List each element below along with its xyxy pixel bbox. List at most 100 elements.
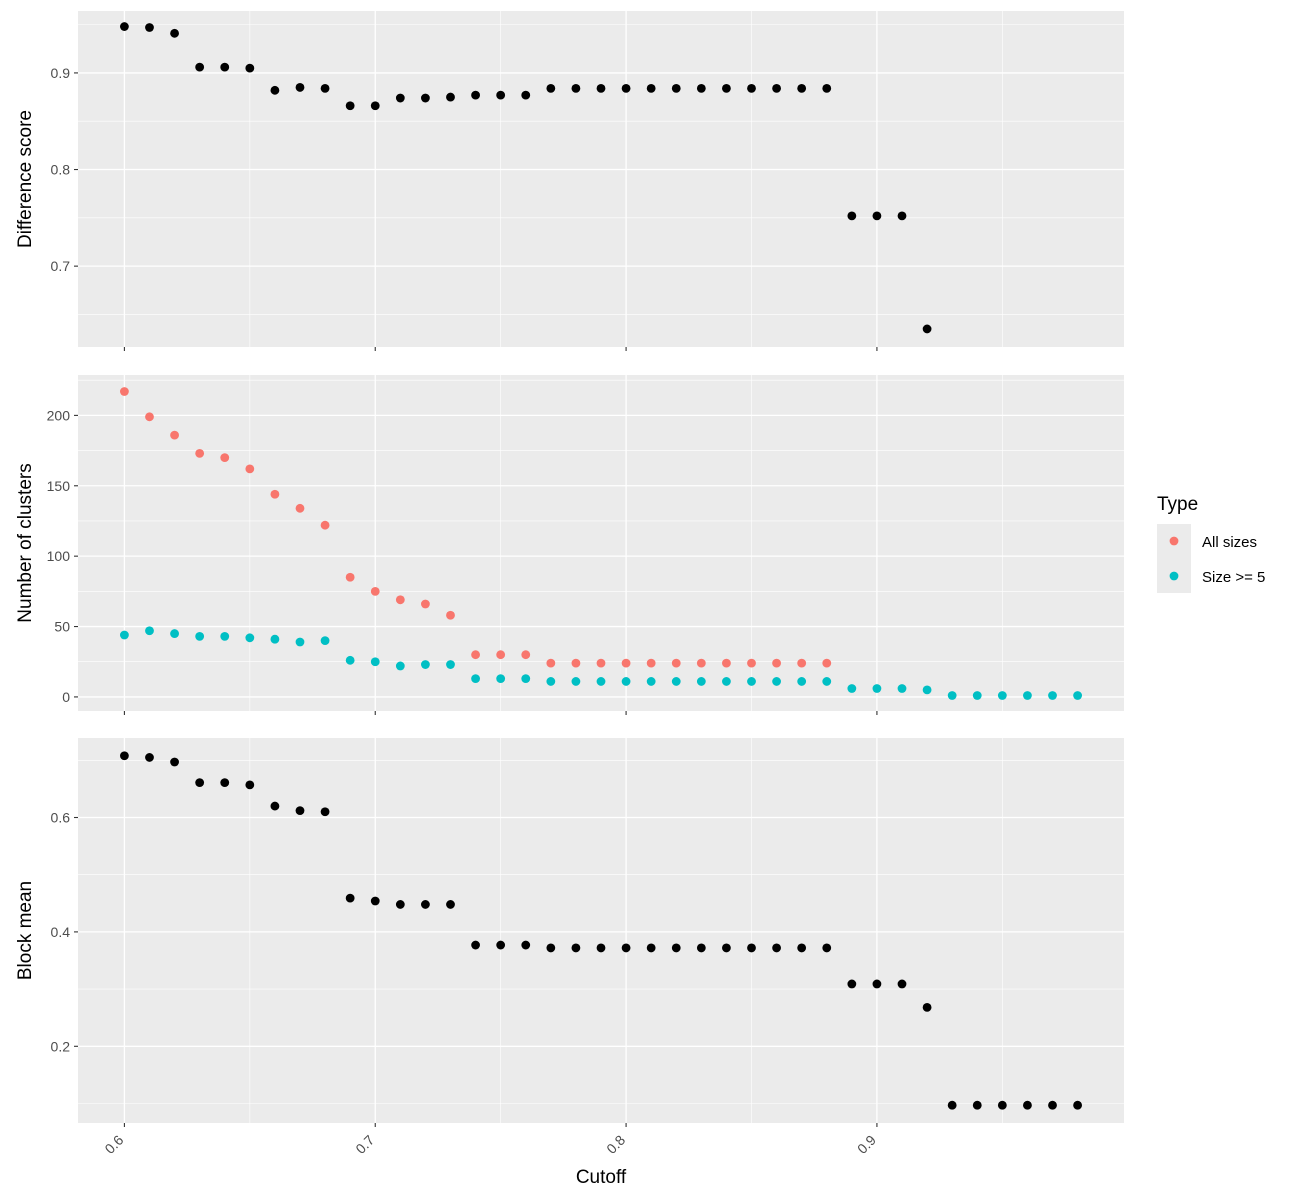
data-point	[421, 660, 430, 669]
data-point	[220, 778, 230, 788]
data-point	[847, 979, 857, 989]
data-point	[195, 778, 205, 788]
legend-label-size-ge-5: Size >= 5	[1202, 569, 1265, 586]
data-point	[997, 691, 1007, 700]
legend-label-all-sizes: All sizes	[1202, 534, 1257, 551]
y-tick-label: 0.4	[51, 924, 71, 940]
data-point	[395, 900, 405, 909]
x-tick-label: 0.8	[603, 1132, 628, 1157]
data-point	[872, 211, 882, 221]
data-point	[897, 684, 907, 693]
data-point	[295, 503, 305, 513]
data-point	[646, 943, 656, 953]
data-point	[421, 93, 430, 103]
data-point	[145, 753, 154, 762]
data-point	[722, 658, 731, 668]
data-point	[170, 430, 179, 440]
y-tick-label: 0.2	[51, 1038, 71, 1054]
data-point	[145, 412, 154, 422]
data-point	[972, 1100, 982, 1110]
data-point	[772, 658, 781, 668]
data-point	[220, 453, 230, 463]
data-point	[822, 83, 832, 93]
data-point	[145, 23, 154, 32]
data-point	[421, 599, 430, 609]
data-point	[747, 943, 756, 953]
x-tick-label: 0.6	[101, 1132, 126, 1157]
y-tick-label: 0.6	[51, 810, 71, 826]
data-point	[421, 900, 430, 909]
data-point	[696, 943, 706, 953]
panel-block-mean: 0.2 0.4 0.6 Block mean	[15, 738, 1124, 1127]
data-point	[671, 943, 681, 953]
data-point	[872, 684, 882, 693]
data-point	[1023, 1100, 1032, 1110]
series-size-5	[120, 626, 1082, 700]
data-point	[722, 677, 731, 686]
data-point	[596, 658, 606, 668]
data-point	[546, 83, 556, 93]
data-point	[696, 677, 706, 686]
data-point	[270, 634, 280, 644]
y-tick-label: 50	[54, 619, 70, 635]
data-point	[646, 658, 656, 668]
panels-layer: 0.7 0.8 0.9 Difference score 0 50 100 150 200 Num…	[15, 11, 1124, 1157]
data-point	[671, 677, 681, 686]
data-point	[320, 83, 330, 93]
y-tick-label: 0.8	[51, 162, 71, 178]
data-point	[270, 801, 280, 811]
data-point	[596, 83, 606, 93]
data-point	[145, 626, 154, 636]
data-point	[395, 595, 405, 605]
data-point	[621, 943, 631, 953]
data-point	[170, 757, 179, 767]
data-point	[295, 83, 305, 92]
data-point	[546, 658, 556, 668]
data-point	[496, 940, 506, 950]
data-point	[822, 677, 832, 686]
data-point	[847, 684, 857, 693]
series-all-sizes	[120, 387, 832, 668]
data-point	[270, 489, 280, 499]
data-point	[571, 677, 581, 686]
data-point	[471, 90, 480, 100]
data-point	[195, 62, 205, 72]
data-point	[797, 943, 807, 953]
data-point	[872, 979, 882, 989]
data-point	[345, 655, 355, 665]
y-axis-title: Number of clusters	[15, 463, 36, 622]
data-point	[345, 893, 355, 903]
data-point	[496, 650, 506, 660]
data-point	[521, 90, 531, 100]
series-points	[120, 751, 1082, 1110]
data-point	[370, 101, 380, 111]
data-point	[471, 674, 480, 684]
data-point	[972, 691, 982, 700]
data-point	[671, 83, 681, 93]
data-point	[922, 685, 932, 695]
data-point	[922, 1003, 932, 1012]
y-axis-title: Block mean	[15, 881, 36, 980]
data-point	[471, 650, 480, 660]
data-point	[1048, 1100, 1057, 1110]
data-point	[496, 90, 506, 100]
data-point	[345, 572, 355, 582]
data-point	[1023, 691, 1032, 700]
data-point	[120, 751, 129, 761]
legend-key-all-sizes	[1169, 536, 1179, 546]
y-tick-label: 0.9	[51, 65, 71, 81]
data-point	[395, 93, 405, 103]
legend: Type All sizes Size >= 5	[1157, 494, 1265, 593]
y-tick-label: 200	[47, 407, 71, 423]
data-point	[370, 657, 380, 667]
y-axis-title: Difference score	[15, 110, 36, 248]
data-point	[170, 28, 179, 38]
data-point	[772, 83, 781, 93]
data-point	[947, 1100, 957, 1110]
data-point	[345, 101, 355, 111]
data-point	[245, 780, 255, 790]
data-point	[1073, 1100, 1082, 1110]
data-point	[370, 896, 380, 906]
data-point	[521, 940, 531, 950]
data-point	[571, 943, 581, 953]
